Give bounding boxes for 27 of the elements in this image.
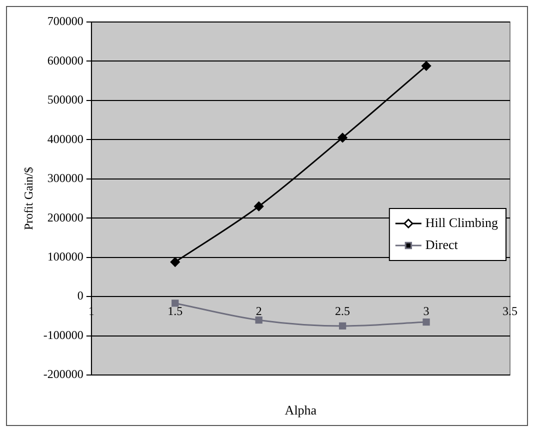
x-tick-label: 2.5 <box>335 304 350 318</box>
legend-label: Direct <box>425 236 458 252</box>
point <box>338 322 346 330</box>
y-tick-label: 100000 <box>47 249 84 264</box>
y-tick-label: 0 <box>77 288 84 303</box>
legend-label: Hill Climbing <box>425 214 498 230</box>
x-axis-title: Alpha <box>284 402 317 418</box>
y-tick-label: 700000 <box>47 14 84 28</box>
point <box>172 300 179 307</box>
y-axis-title: Profit Gain/$ <box>21 167 36 230</box>
point <box>338 132 348 142</box>
x-tick-label: 2 <box>256 304 262 318</box>
y-tick-label: -100000 <box>43 328 84 342</box>
y-tick-label: -200000 <box>43 367 84 382</box>
point <box>254 202 264 212</box>
y-tick-label: 200000 <box>47 210 84 224</box>
point <box>255 316 262 324</box>
point <box>422 318 430 326</box>
x-tick-label: 1.5 <box>168 304 183 318</box>
point <box>170 257 180 267</box>
x-tick-label: 3 <box>423 304 430 318</box>
y-tick-label: 600000 <box>47 53 84 68</box>
y-tick-label: 400000 <box>47 132 84 146</box>
point <box>422 61 432 71</box>
x-tick-label: 3.5 <box>502 304 518 318</box>
y-tick-label: 500000 <box>47 92 84 107</box>
y-tick-label: 300000 <box>47 171 84 186</box>
